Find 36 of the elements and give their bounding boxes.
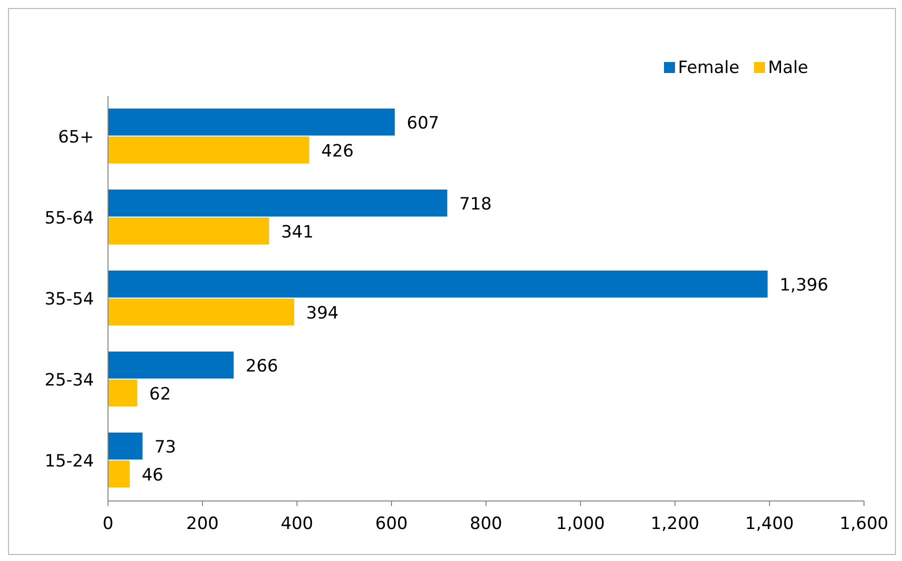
data-label: 62 bbox=[149, 384, 171, 404]
x-tick-label: 1,000 bbox=[556, 514, 605, 534]
data-label: 73 bbox=[154, 437, 176, 458]
data-label: 1,396 bbox=[780, 275, 828, 296]
data-label: 46 bbox=[142, 465, 164, 486]
bar bbox=[108, 352, 234, 378]
x-tick-label: 1,400 bbox=[745, 514, 794, 534]
y-tick-label: 25-34 bbox=[44, 370, 94, 390]
bar bbox=[108, 136, 310, 164]
data-label: 718 bbox=[459, 194, 492, 214]
bar bbox=[108, 298, 294, 326]
bar bbox=[108, 432, 142, 460]
legend-label: Female bbox=[678, 58, 740, 78]
bar bbox=[108, 380, 138, 406]
x-tick-label: 200 bbox=[186, 514, 219, 534]
x-tick-label: 400 bbox=[280, 514, 314, 534]
x-tick-label: 600 bbox=[375, 514, 408, 534]
legend-label: Male bbox=[768, 58, 808, 78]
data-label: 266 bbox=[246, 356, 278, 376]
x-tick-label: 0 bbox=[102, 514, 114, 534]
x-tick-label: 1,200 bbox=[650, 514, 700, 534]
bar bbox=[108, 270, 768, 298]
data-label: 341 bbox=[281, 222, 314, 242]
bar bbox=[108, 108, 395, 136]
data-label: 426 bbox=[321, 141, 354, 162]
data-label: 607 bbox=[406, 113, 440, 134]
x-tick-label: 800 bbox=[470, 514, 502, 534]
bar bbox=[108, 190, 448, 216]
bar bbox=[108, 218, 270, 244]
y-tick-label: 55-64 bbox=[44, 208, 94, 228]
data-label: 394 bbox=[306, 303, 339, 324]
y-tick-label: 15-24 bbox=[44, 451, 94, 472]
bar bbox=[108, 460, 130, 488]
y-tick-label: 35-54 bbox=[44, 289, 94, 310]
x-tick-label: 1,600 bbox=[840, 514, 888, 534]
y-tick-label: 65+ bbox=[58, 127, 94, 148]
